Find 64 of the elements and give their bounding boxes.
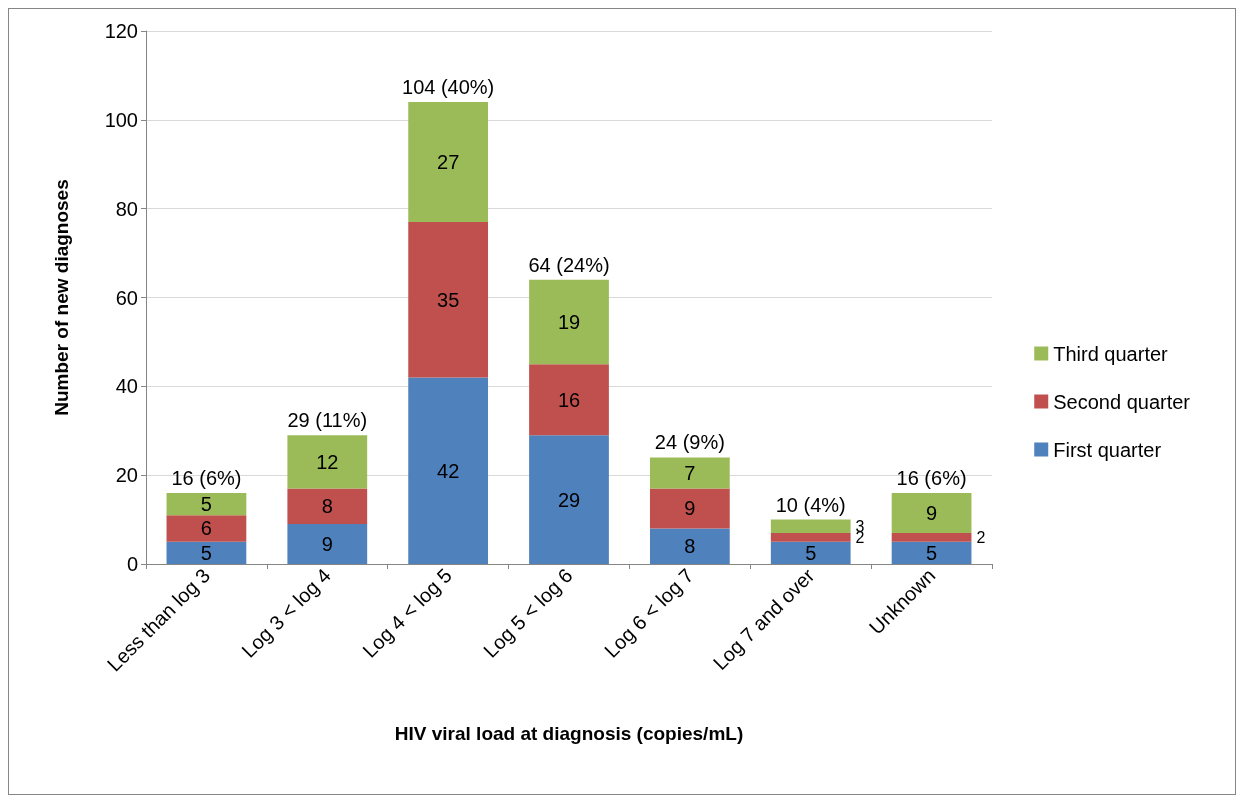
data-label: 5 (926, 541, 938, 564)
bar (529, 279, 609, 365)
bar (166, 492, 247, 516)
y-axis-title: Number of new diagnoses (51, 179, 72, 416)
bar (891, 492, 972, 533)
data-label: 2 (976, 528, 986, 546)
y-tick-label: 60 (115, 286, 138, 309)
bar (649, 457, 730, 489)
data-label: 6 (200, 517, 212, 540)
x-tick-label: Log 3 < log 4 (237, 564, 336, 662)
bar (529, 435, 609, 564)
data-label: 9 (926, 501, 938, 524)
bar (770, 541, 851, 564)
bar (891, 541, 972, 564)
total-label: 16 (6%) (896, 466, 967, 489)
bar (408, 221, 489, 378)
y-tick-label: 120 (104, 20, 138, 42)
y-tick-label: 40 (115, 375, 138, 398)
bar (287, 488, 368, 525)
bar (408, 377, 489, 564)
total-label: 104 (40%) (402, 76, 495, 99)
data-label: 9 (684, 497, 696, 520)
total-label: 16 (6%) (171, 466, 242, 489)
data-label: 9 (321, 533, 333, 556)
y-tick-label: 100 (104, 108, 138, 131)
data-label: 12 (316, 450, 339, 473)
data-label: 8 (321, 495, 333, 518)
total-label: 64 (24%) (528, 253, 610, 276)
total-label: 24 (9%) (654, 431, 725, 454)
bar (770, 532, 851, 542)
data-label: 27 (437, 151, 460, 174)
bar (529, 364, 609, 436)
data-label: 8 (684, 535, 696, 558)
legend-label: First quarter (1053, 438, 1162, 461)
legend-label: Second quarter (1053, 390, 1191, 413)
bar (166, 541, 247, 564)
x-tick-label: Log 4 < log 5 (358, 564, 456, 662)
x-tick-label: Log 7 and over (708, 563, 819, 675)
data-label: 7 (684, 461, 696, 484)
bar (891, 532, 972, 542)
bar (166, 515, 247, 542)
data-label: 42 (437, 459, 460, 482)
bar (649, 528, 730, 564)
data-label: 19 (557, 310, 581, 333)
y-tick-label: 20 (115, 464, 138, 487)
total-label: 10 (4%) (775, 493, 846, 516)
data-label: 5 (805, 541, 817, 564)
total-label: 29 (11%) (287, 409, 368, 432)
y-tick-label: 0 (126, 553, 138, 575)
legend-label: Third quarter (1053, 342, 1169, 365)
data-label: 16 (557, 388, 581, 411)
data-label: 5 (200, 541, 212, 564)
x-tick-label: Log 6 < log 7 (599, 564, 698, 662)
bar (770, 519, 851, 533)
data-label: 29 (557, 488, 581, 511)
bar (287, 524, 368, 564)
x-tick-label: Log 5 < log 6 (479, 564, 577, 662)
data-label: 5 (200, 493, 212, 516)
bar (287, 435, 368, 489)
bar (408, 102, 489, 222)
y-tick-label: 80 (115, 197, 138, 220)
data-label: 35 (437, 288, 460, 311)
x-axis-title: HIV viral load at diagnosis (copies/mL) (394, 723, 744, 744)
bar (649, 488, 730, 529)
